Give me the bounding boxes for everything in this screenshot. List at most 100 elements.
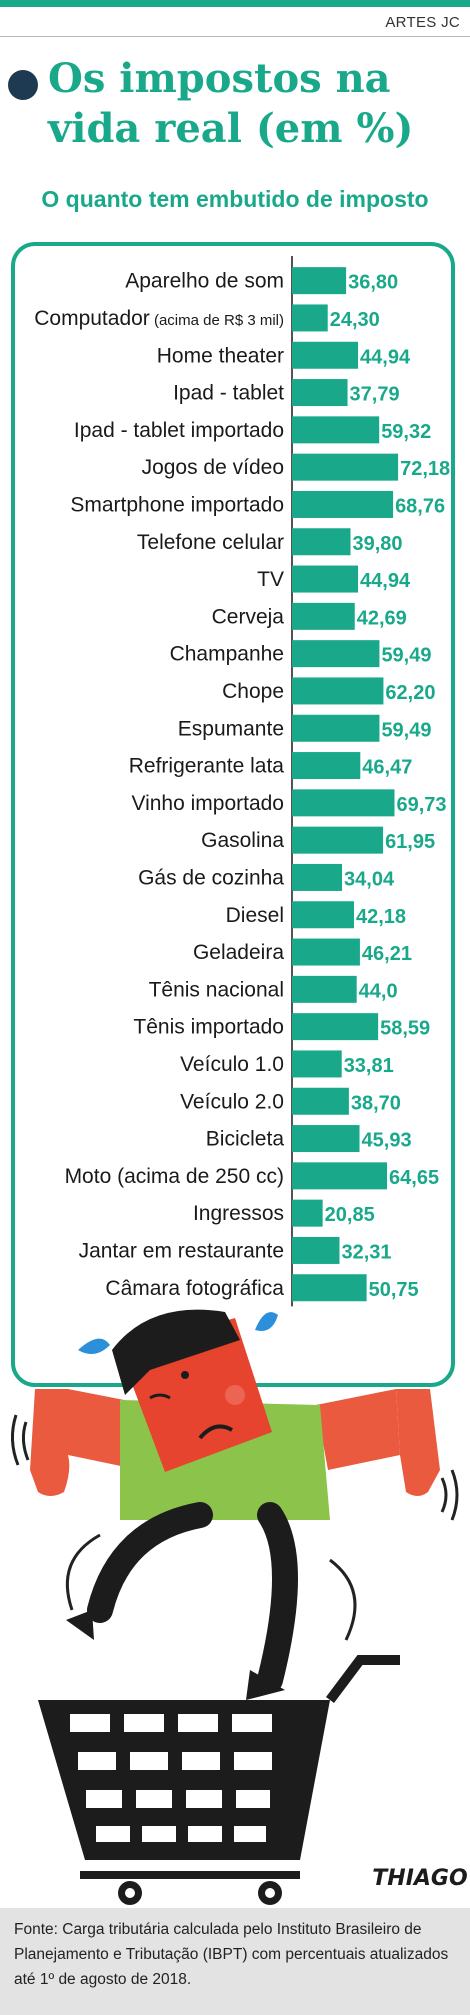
category-label: Telefone celular — [137, 531, 284, 554]
category-label: Vinho importado — [131, 792, 284, 815]
artist-signature: THIAGO — [372, 1866, 467, 1891]
value-label: 59,49 — [381, 719, 431, 741]
bar — [292, 1087, 349, 1115]
value-label: 33,81 — [344, 1055, 394, 1077]
value-label: 46,47 — [362, 757, 412, 779]
head — [112, 1309, 272, 1472]
category-label: Veículo 1.0 — [180, 1053, 284, 1076]
value-label: 42,69 — [357, 607, 407, 629]
bar — [292, 267, 347, 295]
value-label: 39,80 — [353, 533, 403, 555]
category-label: Cerveja — [212, 605, 285, 628]
category-label: TV — [257, 568, 284, 591]
value-label: 62,20 — [385, 682, 435, 704]
value-label: 32,31 — [341, 1241, 391, 1263]
bar — [292, 453, 399, 481]
bar — [292, 1162, 388, 1190]
value-label: 44,94 — [360, 346, 411, 368]
value-label: 24,30 — [330, 309, 380, 331]
bar — [292, 789, 395, 817]
left-shoe — [66, 1610, 94, 1640]
value-label: 72,18 — [400, 458, 450, 480]
bar — [292, 975, 357, 1003]
bar — [292, 416, 380, 444]
category-label: Diesel — [226, 904, 284, 927]
title-line-1: Os impostos na — [48, 55, 391, 102]
bar — [292, 304, 328, 332]
category-label: Ingressos — [193, 1202, 284, 1225]
category-label: Ipad - tablet importado — [74, 419, 284, 442]
category-label: Champanhe — [170, 643, 284, 666]
category-label: Geladeira — [193, 941, 284, 964]
bar — [292, 1199, 323, 1227]
value-label: 34,04 — [344, 868, 395, 890]
category-label: Veículo 2.0 — [180, 1090, 284, 1113]
top-accent-rule — [0, 0, 470, 7]
value-label: 38,70 — [351, 1092, 401, 1114]
bar — [292, 379, 348, 407]
title-bullet — [8, 70, 38, 100]
bar-chart: Aparelho de som 36,80 Computador (acima de… — [34, 256, 450, 1307]
value-label: 64,65 — [389, 1167, 439, 1189]
chart-title: Os impostos na vida real (em %) — [48, 54, 458, 154]
value-label: 20,85 — [325, 1204, 375, 1226]
chart-subtitle: O quanto tem embutido de imposto — [41, 186, 429, 212]
value-label: 58,59 — [380, 1018, 430, 1040]
category-label: Ipad - tablet — [173, 382, 284, 405]
title-line-2: vida real (em %) — [48, 105, 414, 152]
category-label: Bicicleta — [206, 1128, 285, 1151]
value-label: 46,21 — [362, 943, 412, 965]
category-label: Jantar em restaurante — [79, 1239, 284, 1262]
category-label: Refrigerante lata — [129, 755, 285, 778]
bar — [292, 752, 361, 780]
category-label: Jogos de vídeo — [142, 456, 284, 479]
value-label: 37,79 — [350, 384, 400, 406]
category-label: Aparelho de som — [125, 270, 284, 293]
value-label: 59,32 — [381, 421, 431, 443]
right-shoe — [246, 1670, 285, 1700]
value-label: 44,94 — [360, 570, 411, 592]
category-label: Câmara fotográfica — [105, 1277, 284, 1300]
bar — [292, 1050, 342, 1078]
category-label: Moto (acima de 250 cc) — [65, 1165, 284, 1188]
category-label: Tênis importado — [133, 1016, 284, 1039]
value-label: 45,93 — [362, 1130, 412, 1152]
bar — [292, 863, 343, 891]
legs — [87, 1502, 298, 1693]
value-label: 50,75 — [369, 1279, 419, 1301]
bar — [292, 826, 384, 854]
category-label: Gás de cozinha — [138, 866, 284, 889]
value-label: 68,76 — [395, 495, 445, 517]
bar — [292, 565, 359, 593]
value-label: 36,80 — [348, 272, 398, 294]
bar — [292, 528, 351, 556]
right-arm — [316, 1389, 440, 1496]
value-label: 42,18 — [356, 906, 406, 928]
bar — [292, 640, 380, 668]
value-label: 59,49 — [381, 645, 431, 667]
category-label: Espumante — [178, 717, 284, 740]
category-label: Chope — [222, 680, 284, 703]
header-divider — [0, 36, 470, 37]
source-note: Fonte: Carga tributária calculada pelo I… — [0, 1908, 470, 2015]
illustration: THIAGO — [11, 1309, 468, 1905]
credit-label: ARTES JC — [385, 14, 460, 31]
shopping-cart — [38, 1655, 400, 1905]
bar — [292, 901, 355, 929]
bar — [292, 714, 380, 742]
bar — [292, 490, 394, 518]
value-label: 69,73 — [397, 794, 447, 816]
bar — [292, 938, 360, 966]
sweat-drops — [78, 1312, 278, 1354]
bar — [292, 341, 359, 369]
value-label: 61,95 — [385, 831, 435, 853]
category-label: Smartphone importado — [70, 493, 284, 516]
bar — [292, 1013, 379, 1041]
motion-lines — [11, 1414, 459, 1641]
bar — [292, 1274, 367, 1302]
category-label: Computador (acima de R$ 3 mil) — [34, 307, 284, 330]
bar — [292, 1236, 340, 1264]
category-label: Gasolina — [201, 829, 284, 852]
bar — [292, 677, 384, 705]
bar — [292, 602, 355, 630]
